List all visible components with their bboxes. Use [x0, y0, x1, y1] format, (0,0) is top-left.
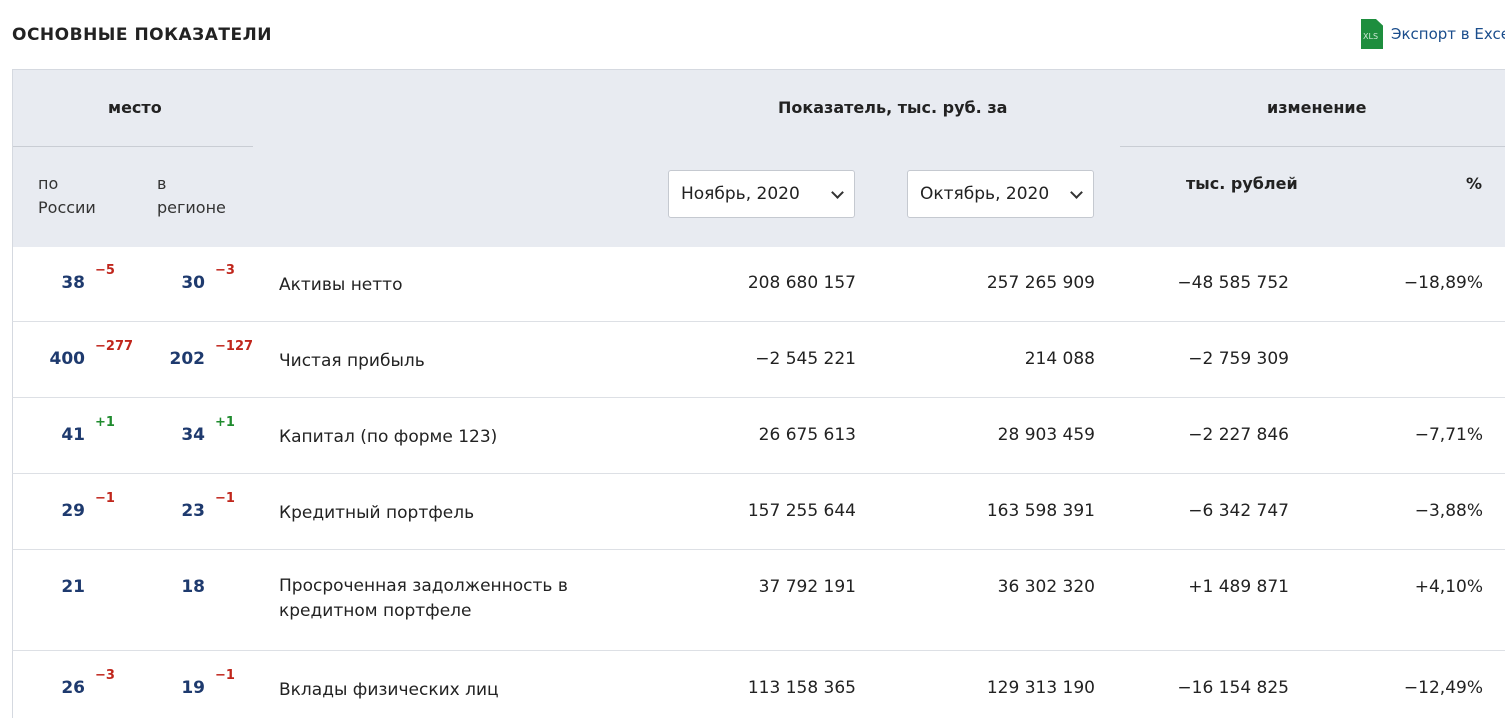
rank-russia: 41 [61, 425, 85, 445]
table-row: 29 −1 23 −1 Кредитный портфель 157 255 644 163… [12, 474, 1505, 550]
indicators-table: место Показатель, тыс. руб. за изменение… [12, 69, 1505, 718]
header-in-region: в регионе [157, 174, 226, 217]
table-header: место Показатель, тыс. руб. за изменение… [12, 69, 1505, 247]
header-place: место [108, 98, 162, 117]
rank-region: 23 [181, 501, 205, 521]
table-row: 26 −3 19 −1 Вклады физических лиц 113 158 365… [12, 651, 1505, 718]
rank-russia-delta: −277 [95, 339, 134, 354]
change-pct: −12,49% [1403, 678, 1483, 698]
value-current: 157 255 644 [747, 501, 856, 521]
header-change: изменение [1267, 98, 1367, 117]
rank-region-delta: +1 [215, 415, 235, 430]
change-abs: −16 154 825 [1177, 678, 1289, 698]
indicator-name: Активы нетто [279, 275, 403, 295]
rank-russia-delta: −3 [95, 668, 115, 683]
rank-russia-delta: −5 [95, 263, 115, 278]
export-excel-label: Экспорт в Exce [1391, 25, 1505, 43]
indicator-name: Кредитный портфель [279, 503, 475, 523]
rank-russia-delta: +1 [95, 415, 115, 430]
period-current-select[interactable]: Ноябрь, 2020 [668, 170, 855, 218]
header-change-abs: тыс. рублей [1186, 174, 1298, 193]
rank-region: 34 [181, 425, 205, 445]
rank-region-delta: −1 [215, 491, 235, 506]
change-pct: +4,10% [1414, 577, 1483, 597]
value-current: −2 545 221 [755, 349, 856, 369]
change-pct: −18,89% [1403, 273, 1483, 293]
change-pct: −3,88% [1414, 501, 1483, 521]
rank-region-delta: −1 [215, 668, 235, 683]
page-title: ОСНОВНЫЕ ПОКАЗАТЕЛИ [12, 25, 272, 45]
value-previous: 28 903 459 [997, 425, 1095, 445]
table-row: 400 −277 202 −127 Чистая прибыль −2 545 221 21… [12, 322, 1505, 398]
value-previous: 129 313 190 [986, 678, 1095, 698]
xls-file-icon: XLS [1361, 19, 1383, 49]
rank-region: 202 [169, 349, 206, 369]
rank-region: 18 [181, 577, 205, 597]
period-previous-value: Октябрь, 2020 [920, 184, 1050, 204]
rank-russia: 26 [61, 678, 85, 698]
indicator-name: Чистая прибыль [279, 351, 425, 371]
change-abs: −48 585 752 [1177, 273, 1289, 293]
table-row: 38 −5 30 −3 Активы нетто 208 680 157 257 265 9… [12, 246, 1505, 322]
rank-russia: 29 [61, 501, 85, 521]
value-current: 113 158 365 [747, 678, 856, 698]
value-previous: 36 302 320 [997, 577, 1095, 597]
header-change-pct: % [1466, 174, 1483, 193]
change-abs: −6 342 747 [1188, 501, 1289, 521]
change-abs: +1 489 871 [1188, 577, 1289, 597]
change-pct: −7,71% [1414, 425, 1483, 445]
chevron-down-icon [1070, 185, 1083, 199]
value-previous: 163 598 391 [986, 501, 1095, 521]
indicator-name: Капитал (по форме 123) [279, 427, 498, 447]
value-current: 208 680 157 [747, 273, 856, 293]
table-row: 41 +1 34 +1 Капитал (по форме 123) 26 675 613… [12, 398, 1505, 474]
rank-russia: 38 [61, 273, 85, 293]
period-previous-select[interactable]: Октябрь, 2020 [907, 170, 1094, 218]
rank-region-delta: −3 [215, 263, 235, 278]
value-current: 26 675 613 [758, 425, 856, 445]
rank-russia: 400 [49, 349, 86, 369]
rank-region: 30 [181, 273, 205, 293]
value-previous: 214 088 [1024, 349, 1095, 369]
rank-region: 19 [181, 678, 205, 698]
indicator-name: Просроченная задолженность в кредитном п… [279, 576, 568, 621]
header-indicator: Показатель, тыс. руб. за [778, 98, 1008, 117]
change-abs: −2 759 309 [1188, 349, 1289, 369]
export-excel-link[interactable]: XLS Экспорт в Exce [1361, 18, 1505, 50]
rank-region-delta: −127 [215, 339, 254, 354]
rank-russia-delta: −1 [95, 491, 115, 506]
table-row: 21 18 Просроченная задолженность в кредитн… [12, 550, 1505, 651]
chevron-down-icon [831, 185, 844, 199]
header-by-russia: по России [38, 174, 96, 217]
period-current-value: Ноябрь, 2020 [681, 184, 800, 204]
value-previous: 257 265 909 [986, 273, 1095, 293]
indicator-name: Вклады физических лиц [279, 680, 499, 700]
rank-russia: 21 [61, 577, 85, 597]
value-current: 37 792 191 [758, 577, 856, 597]
change-abs: −2 227 846 [1188, 425, 1289, 445]
